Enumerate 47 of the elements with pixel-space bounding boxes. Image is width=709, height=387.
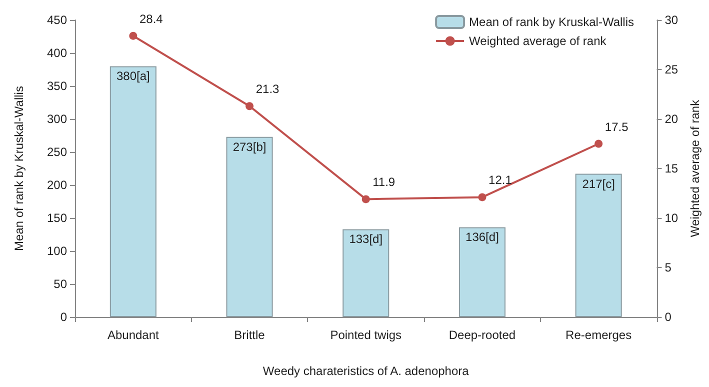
x-tick-label: Deep-rooted xyxy=(448,328,516,342)
y-tick-label: 150 xyxy=(46,211,68,225)
y-tick-label: 400 xyxy=(46,46,68,60)
bar xyxy=(575,174,622,317)
data-label: 273[b] xyxy=(232,140,266,154)
bar xyxy=(342,229,390,317)
data-label: 133[d] xyxy=(349,232,383,246)
x-tick-label: Abundant xyxy=(107,328,160,342)
y2-tick-label: 25 xyxy=(664,62,678,76)
data-label: 217[c] xyxy=(582,176,615,191)
y2-tick-label: 20 xyxy=(664,112,678,126)
y2-tick-label: 5 xyxy=(664,260,672,274)
point xyxy=(246,102,254,110)
y-tick-label: 50 xyxy=(54,277,68,291)
y2-axis-title: Weighted average of rank xyxy=(688,98,702,238)
y2-tick-label: 0 xyxy=(664,310,672,324)
data-label: 28.4 xyxy=(139,12,164,26)
data-label: 17.5 xyxy=(604,120,629,134)
y-axis-title: Mean of rank by Kruskal-Wallis xyxy=(12,86,26,251)
point xyxy=(594,140,603,148)
y-tick-label: 350 xyxy=(46,79,68,93)
y-tick-label: 200 xyxy=(46,178,68,192)
y-tick-label: 250 xyxy=(46,145,68,159)
y2-tick-label: 30 xyxy=(664,13,678,27)
point xyxy=(362,195,370,204)
y-tick-label: 100 xyxy=(46,244,68,258)
bar xyxy=(226,136,273,317)
y-tick-label: 450 xyxy=(46,13,68,27)
x-tick-label: Brittle xyxy=(234,328,266,342)
data-label: 380[a] xyxy=(116,69,150,84)
bar xyxy=(458,227,506,317)
data-label: 12.1 xyxy=(488,173,512,188)
bar xyxy=(110,66,156,317)
legend-label: Weighted average of rank xyxy=(469,34,608,48)
data-label: 11.9 xyxy=(372,175,396,190)
data-label: 21.3 xyxy=(256,82,280,96)
legend-label: Mean of rank by Kruskal-Wallis xyxy=(469,15,634,29)
y2-tick-label: 15 xyxy=(664,162,678,176)
point xyxy=(129,32,138,40)
point xyxy=(478,193,486,202)
y-tick-label: 0 xyxy=(60,310,68,324)
y2-tick-label: 10 xyxy=(664,211,678,225)
x-tick-label: Pointed twigs xyxy=(330,328,402,342)
data-label: 136[d] xyxy=(466,230,499,244)
x-axis-title: Weedy charateristics of A. adenophora xyxy=(262,364,470,378)
x-tick-label: Re-emerges xyxy=(566,328,632,342)
y-tick-label: 300 xyxy=(46,112,68,126)
